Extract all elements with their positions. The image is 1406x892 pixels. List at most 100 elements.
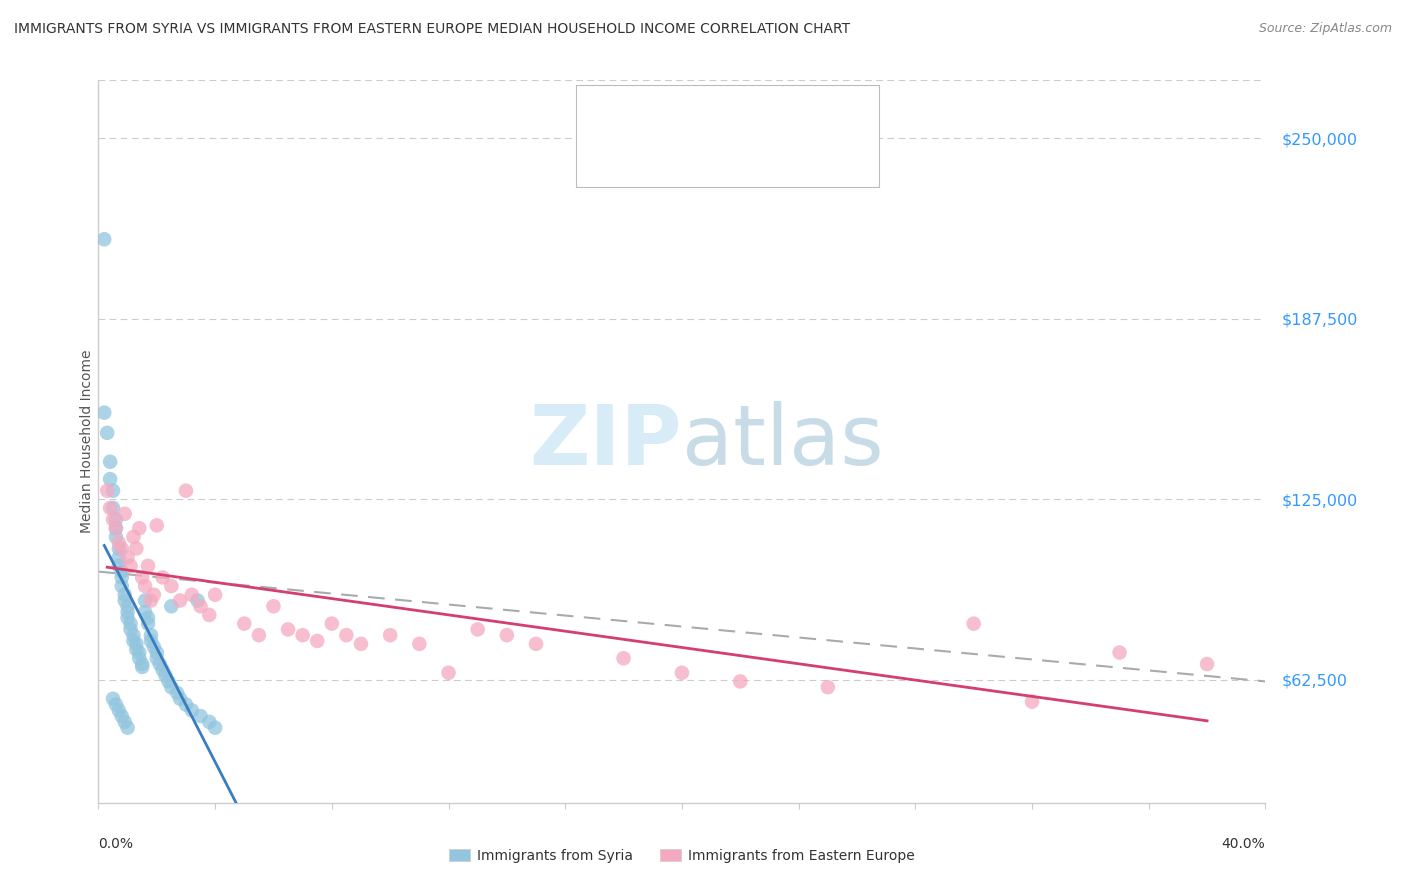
- Point: [128, 521, 150, 535]
- Point: [114, 507, 136, 521]
- Point: [117, 605, 139, 619]
- Point: [125, 541, 148, 556]
- Point: [152, 570, 174, 584]
- Point: [111, 541, 134, 556]
- Point: [96, 483, 118, 498]
- Point: [730, 674, 752, 689]
- Point: [134, 593, 156, 607]
- Point: [93, 232, 115, 246]
- Point: [321, 616, 343, 631]
- Point: [114, 593, 136, 607]
- Point: [146, 651, 169, 665]
- Point: [111, 570, 134, 584]
- Point: [104, 521, 127, 535]
- Point: [380, 628, 402, 642]
- Text: 0.0%: 0.0%: [98, 838, 134, 852]
- Point: [101, 691, 124, 706]
- Point: [98, 472, 121, 486]
- Point: [117, 721, 139, 735]
- Text: N =: N =: [731, 110, 765, 125]
- Point: [277, 623, 299, 637]
- Point: [1021, 695, 1043, 709]
- Text: 40.0%: 40.0%: [1222, 838, 1265, 852]
- Point: [101, 483, 124, 498]
- Point: [125, 642, 148, 657]
- Point: [122, 634, 145, 648]
- Point: [612, 651, 634, 665]
- Point: [104, 530, 127, 544]
- Point: [108, 550, 131, 565]
- Point: [233, 616, 256, 631]
- Text: R =: R =: [630, 152, 664, 167]
- Point: [437, 665, 460, 680]
- Point: [104, 521, 127, 535]
- Point: [134, 579, 156, 593]
- Point: [108, 541, 131, 556]
- Point: [117, 550, 139, 565]
- Point: [136, 558, 159, 573]
- Point: [142, 640, 165, 654]
- Point: [111, 565, 134, 579]
- Point: [117, 599, 139, 614]
- Point: [160, 680, 183, 694]
- Point: [122, 628, 145, 642]
- Text: Source: ZipAtlas.com: Source: ZipAtlas.com: [1258, 22, 1392, 36]
- Point: [671, 665, 693, 680]
- Text: atlas: atlas: [682, 401, 883, 482]
- Point: [198, 607, 221, 622]
- Point: [131, 570, 153, 584]
- Point: [962, 616, 984, 631]
- Point: [108, 558, 131, 573]
- Point: [190, 599, 212, 614]
- Point: [180, 588, 202, 602]
- Point: [262, 599, 284, 614]
- Point: [408, 637, 430, 651]
- Point: [160, 579, 183, 593]
- Point: [817, 680, 839, 694]
- Point: [131, 657, 153, 671]
- Point: [467, 623, 489, 637]
- Point: [122, 530, 145, 544]
- Y-axis label: Median Household Income: Median Household Income: [80, 350, 94, 533]
- Point: [155, 668, 177, 682]
- Point: [120, 623, 142, 637]
- Text: N =: N =: [731, 152, 765, 167]
- Text: -0.647: -0.647: [661, 152, 710, 167]
- Point: [128, 646, 150, 660]
- Point: [350, 637, 373, 651]
- Point: [125, 637, 148, 651]
- Point: [98, 501, 121, 516]
- Point: [152, 663, 174, 677]
- Point: [166, 686, 188, 700]
- Point: [160, 599, 183, 614]
- Point: [93, 406, 115, 420]
- Point: [131, 660, 153, 674]
- Point: [114, 714, 136, 729]
- Point: [307, 634, 329, 648]
- Point: [149, 657, 172, 671]
- Point: [101, 512, 124, 526]
- Point: [111, 579, 134, 593]
- Point: [1108, 646, 1130, 660]
- Point: [157, 674, 180, 689]
- Legend: Immigrants from Syria, Immigrants from Eastern Europe: Immigrants from Syria, Immigrants from E…: [443, 843, 921, 868]
- Point: [146, 646, 169, 660]
- Point: [174, 698, 197, 712]
- Point: [108, 703, 131, 717]
- Point: [101, 501, 124, 516]
- Point: [180, 703, 202, 717]
- Point: [146, 518, 169, 533]
- Text: -0.093: -0.093: [661, 110, 710, 125]
- Text: IMMIGRANTS FROM SYRIA VS IMMIGRANTS FROM EASTERN EUROPE MEDIAN HOUSEHOLD INCOME : IMMIGRANTS FROM SYRIA VS IMMIGRANTS FROM…: [14, 22, 851, 37]
- Point: [169, 691, 191, 706]
- Point: [128, 651, 150, 665]
- Point: [139, 634, 162, 648]
- Point: [204, 721, 226, 735]
- Text: ZIP: ZIP: [530, 401, 682, 482]
- Point: [139, 593, 162, 607]
- Point: [496, 628, 519, 642]
- Point: [142, 588, 165, 602]
- Point: [247, 628, 270, 642]
- Point: [524, 637, 547, 651]
- Point: [120, 558, 142, 573]
